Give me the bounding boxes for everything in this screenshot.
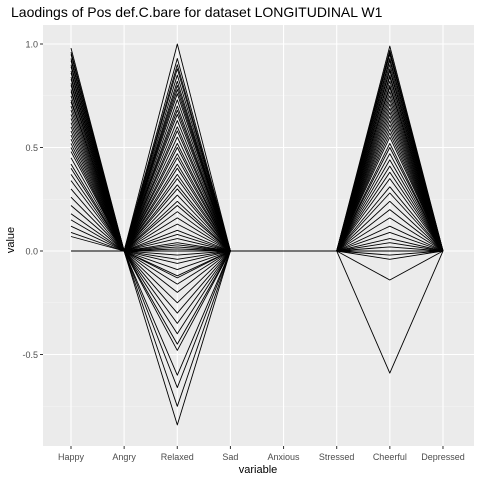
x-axis-label: variable — [239, 464, 278, 476]
y-axis: -0.5 0.0 0.5 1.0 — [22, 40, 43, 360]
series-layer — [70, 43, 444, 426]
x-tick-label-angry: Angry — [112, 452, 136, 462]
y-axis-label: value — [5, 227, 17, 253]
y-tick-label: 1.0 — [25, 40, 38, 50]
x-tick-label-anxious: Anxious — [268, 452, 301, 462]
x-axis: Happy Angry Relaxed Sad Anxious Stressed Cheer… — [58, 446, 465, 462]
x-tick-label-sad: Sad — [222, 452, 238, 462]
y-tick-label: 0.5 — [25, 143, 38, 153]
y-tick-label: -0.5 — [22, 350, 38, 360]
x-tick-label-cheerful: Cheerful — [373, 452, 407, 462]
x-tick-label-stressed: Stressed — [319, 452, 355, 462]
x-tick-label-depressed: Depressed — [421, 452, 465, 462]
x-tick-label-happy: Happy — [58, 452, 85, 462]
chart-title: Laodings of Pos def.C.bare for dataset L… — [11, 4, 383, 20]
y-tick-label: 0.0 — [25, 247, 38, 257]
series-line-61 — [71, 250, 444, 374]
x-tick-label-relaxed: Relaxed — [161, 452, 194, 462]
